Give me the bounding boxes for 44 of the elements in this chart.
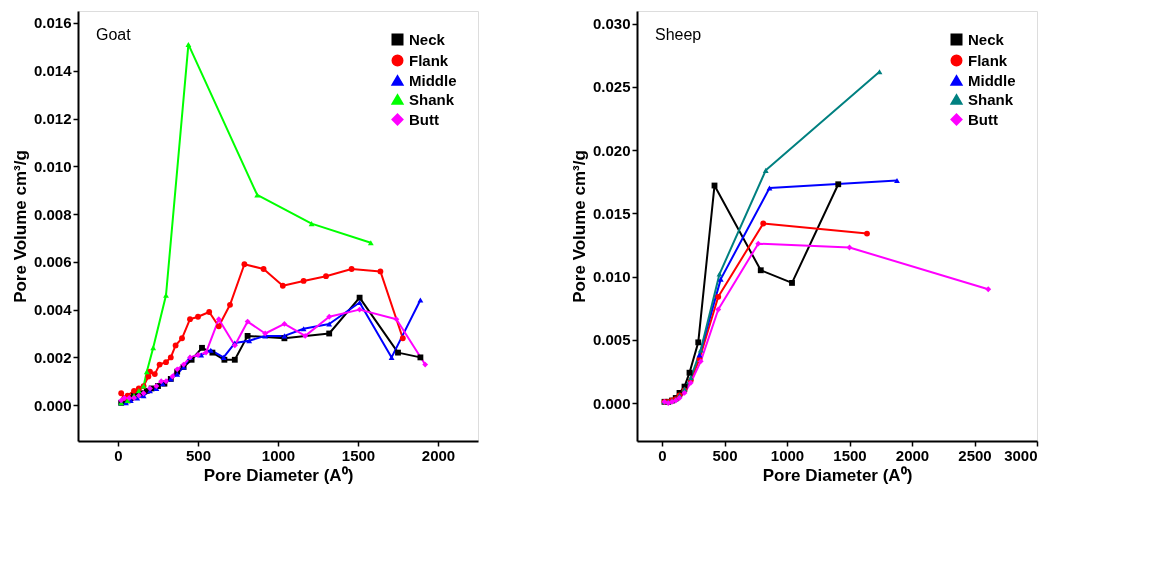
legend-label: Shank [968, 90, 1014, 108]
y-tick-label: 0.030 [592, 15, 631, 33]
y-axis-title: Pore Volume cm³/g [10, 150, 30, 303]
x-tick-label: 1500 [341, 446, 376, 464]
x-tick-label: 0 [114, 446, 123, 464]
y-tick-label: 0.004 [33, 301, 73, 319]
y-tick-label: 0.012 [33, 110, 72, 127]
x-tick-label: 2500 [958, 446, 992, 464]
y-tick-label: 0.006 [33, 253, 72, 271]
y-tick-label: 0.010 [592, 268, 631, 286]
text: Sheep [655, 26, 702, 43]
legend-label: Butt [968, 110, 998, 128]
y-tick-label: 0.002 [33, 348, 72, 366]
y-tick-label: 0.025 [592, 78, 631, 96]
x-tick-label: 500 [185, 446, 212, 464]
y-tick-label: 0.005 [592, 331, 631, 349]
x-axis-title: Pore Diameter (A⁰) [762, 465, 913, 485]
x-tick-label: 3000 [1004, 446, 1038, 464]
legend-label: Neck [409, 30, 446, 48]
text: Goat [96, 26, 132, 43]
y-tick-label: 0.000 [592, 394, 631, 412]
legend-label: Butt [409, 110, 439, 128]
y-tick-label: 0.020 [592, 141, 631, 159]
x-tick-label: 2000 [895, 446, 930, 464]
x-tick-label: 0 [658, 446, 667, 464]
y-tick-label: 0.010 [33, 157, 72, 175]
y-tick-label: 0.014 [33, 62, 73, 80]
y-axis-title: Pore Volume cm³/g [569, 150, 589, 303]
y-tick-label: 0.015 [592, 204, 631, 222]
x-tick-label: 500 [712, 446, 738, 464]
y-tick-label: 0.000 [33, 396, 72, 414]
legend-label: Flank [409, 51, 449, 69]
x-axis-title: Pore Diameter (A⁰) [203, 465, 354, 485]
legend-label: Flank [968, 51, 1008, 69]
x-tick-label: 1000 [770, 446, 805, 464]
y-tick-label: 0.016 [33, 14, 72, 32]
legend-label: Middle [409, 71, 457, 89]
y-tick-label: 0.008 [33, 205, 72, 223]
x-tick-label: 2000 [421, 446, 456, 464]
legend-label: Neck [968, 30, 1005, 48]
x-tick-label: 1500 [833, 446, 867, 464]
legend-label: Middle [968, 71, 1016, 89]
legend-label: Shank [409, 90, 455, 108]
x-tick-label: 1000 [261, 446, 296, 464]
